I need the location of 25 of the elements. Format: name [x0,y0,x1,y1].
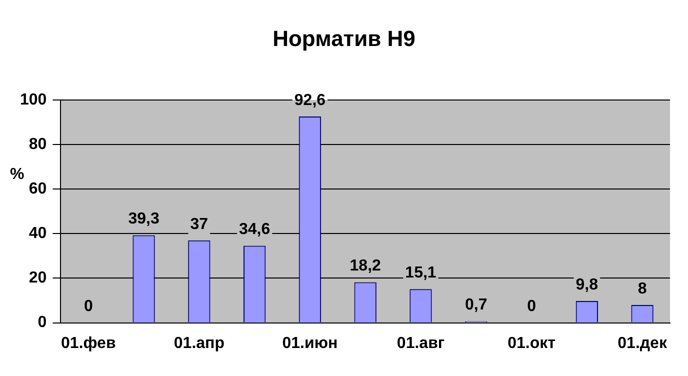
y-tick-label: 20 [28,270,47,287]
data-label: 18,2 [350,258,382,275]
y-tick-label: 0 [38,314,47,332]
data-label: 9,8 [576,276,598,294]
x-tick-label: 01.окт [508,334,556,352]
y-tick-label: 80 [28,136,47,153]
data-label: 39,3 [128,210,160,228]
x-tick-label: 01.апр [174,334,225,352]
data-label: 8 [638,280,647,298]
y-tick-label: 100 [20,91,47,108]
chart-title: Норматив Н9 [272,26,416,52]
data-label: 0 [84,298,93,316]
x-tick-label: 01.июн [282,334,338,352]
data-label: 0 [527,298,536,316]
data-label: 92,6 [294,92,326,109]
y-tick-label: 40 [28,225,47,242]
x-tick-label: 01.дек [618,334,668,352]
x-tick-label: 01.фев [61,334,116,352]
y-tick-label: 60 [28,180,47,198]
x-tick-label: 01.авг [396,334,445,352]
data-label: 37 [190,216,208,233]
data-label: 0,7 [465,296,488,314]
y-axis-title: % [10,166,24,184]
data-label: 15,1 [405,264,436,282]
data-label: 34,6 [238,221,270,238]
